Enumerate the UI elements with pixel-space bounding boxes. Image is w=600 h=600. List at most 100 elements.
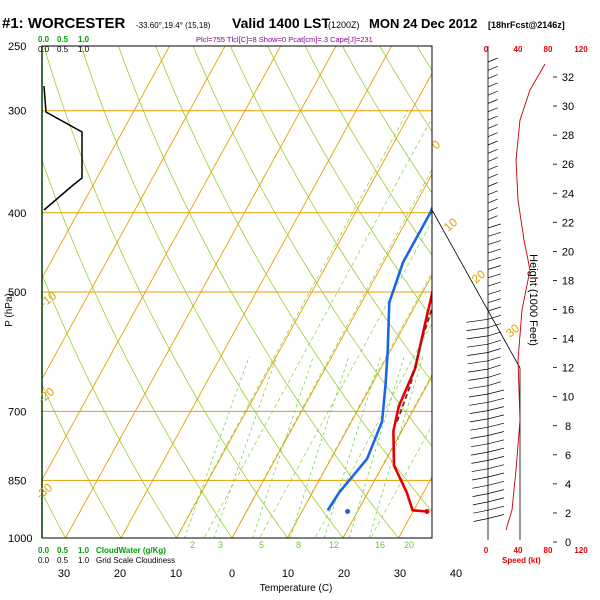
cloud-scale-bottom: 0.5 [57,546,69,555]
dry-adiabat [304,46,432,256]
cloud-scale-bottom-shade: 1.0 [78,556,90,565]
wind-barb [469,418,489,423]
wind-barb [469,410,489,414]
wind-barb [487,339,501,345]
wind-barb [468,385,489,390]
wind-barb [487,314,501,320]
pressure-tick-label: 700 [8,406,26,418]
cloud-scale-bottom-shade: 0.0 [38,556,50,565]
wind-barb [469,401,489,406]
wind-barb [487,373,501,378]
mixing-ratio-label: 16 [375,540,385,550]
wind-barb [487,480,505,486]
wind-barb [470,435,489,439]
pressure-tick-label: 1000 [8,533,32,545]
wind-barb [487,198,498,204]
header-utc: (1200Z) [328,20,360,30]
height-axis-label: Height (1000 Feet) [527,254,539,346]
isotherm [231,173,432,538]
y-axis-label: P (hPa) [4,293,15,327]
wind-barb [487,124,498,129]
height-tick-label: 18 [562,275,574,287]
surface-temp-point [424,508,430,514]
mixing-ratio-line [289,356,350,538]
wind-barb [470,426,489,431]
wind-barb [487,157,498,162]
height-tick-label: 28 [562,130,574,142]
wind-barb [487,464,505,470]
mixing-ratio-line [252,356,314,538]
wind-barb [487,115,498,121]
wind-barb [466,335,489,340]
mixing-ratio-label: 8 [296,540,301,550]
dry-adiabat [192,46,432,447]
wind-barb [487,82,498,88]
cloud-scale-top: 0.5 [57,35,69,44]
wind-barb [487,215,498,221]
temperature-tick-label: 20 [338,568,350,580]
mixing-ratio-line [368,356,424,538]
cloud-scale-bottom-shade: 0.5 [57,556,69,565]
wind-barb [487,223,501,229]
wind-barb [468,377,489,381]
mixing-ratio-line [323,356,382,538]
mixing-ratio-label: 2 [190,540,195,550]
height-tick-label: 16 [562,305,574,317]
temperature-tick-label: 40 [450,568,462,580]
isotherm [42,46,171,279]
isotherm [286,274,432,538]
temperature-tick-label: 10 [282,568,294,580]
height-tick-label: 10 [562,392,574,404]
header-date: MON 24 Dec 2012 [369,16,477,31]
cloud-scale-top: 0.0 [38,35,50,44]
wind-barb [487,90,498,96]
wind-barb [467,360,489,365]
wind-barb [487,406,505,411]
x-axis-label: Temperature (C) [260,583,333,594]
wind-barb [472,501,489,506]
speed-tick-bottom: 0 [484,546,489,555]
wind-barb [487,281,501,287]
mixing-ratio-line [213,356,278,538]
speed-tick-top: 40 [514,45,523,54]
cloud-scale-top-shade: 1.0 [78,45,90,54]
height-tick-label: 12 [562,363,574,375]
mixing-ratio-label: 20 [404,540,414,550]
isotherm [64,46,337,538]
wind-barb [487,472,505,478]
wind-barb [487,99,498,104]
wind-barb [466,318,489,323]
wind-barb [487,456,505,461]
wind-barb [487,364,501,370]
height-tick-label: 22 [562,217,574,229]
speed-tick-top: 80 [544,45,553,54]
dewpoint-line [326,205,432,512]
pressure-tick-label: 300 [8,106,26,118]
wind-barb [487,173,498,179]
wind-barb [487,248,501,254]
isotherm [120,46,393,538]
dry-adiabat [155,46,432,513]
height-tick-label: 8 [565,421,571,433]
wind-barb [487,439,505,445]
temperature-tick-label: 0 [229,568,235,580]
header-coords: -33.60°,19.4° (15,18) [136,21,211,30]
pressure-tick-label: 400 [8,208,26,220]
wind-barb [487,140,498,146]
dry-adiabat [42,383,122,538]
cloud-scale-top-shade: 0.5 [57,45,69,54]
header-valid: Valid 1400 LST [232,15,330,31]
height-tick-label: 20 [562,246,574,258]
wind-barb [468,393,489,398]
dry-adiabat [42,491,66,538]
wind-barb [487,306,501,312]
mixing-ratio-line [184,356,250,538]
height-tick-label: 0 [565,537,571,549]
pressure-tick-label: 500 [8,287,26,299]
height-tick-label: 6 [565,450,571,462]
dry-adiabat [80,46,344,538]
wind-barb [473,509,489,514]
speed-axis-label: Speed (kt) [502,556,541,565]
wind-barb [487,231,501,237]
